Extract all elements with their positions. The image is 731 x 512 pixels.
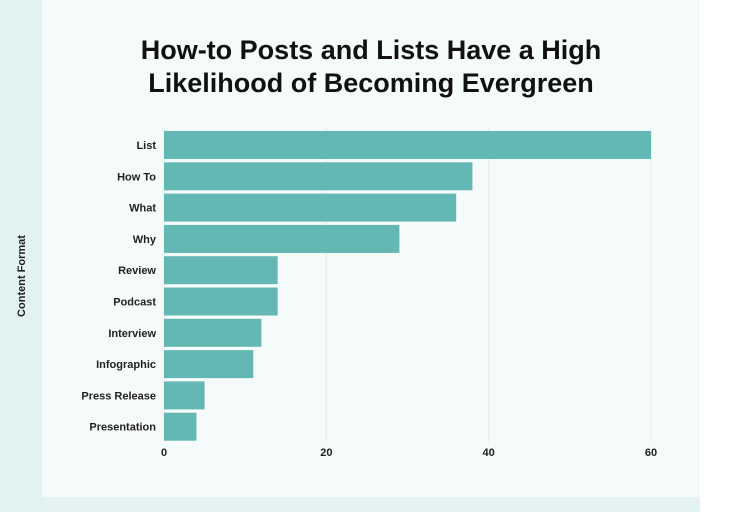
category-labels: List How To What Why Review Podcast Interview I… [81, 140, 156, 434]
bar-presentation [164, 412, 197, 441]
x-tick-label: 60 [645, 447, 657, 459]
bars [164, 131, 651, 441]
category-label: Why [133, 234, 157, 246]
category-label: Review [118, 265, 156, 277]
chart-title: How-to Posts and Lists Have a High Likel… [42, 34, 700, 100]
bar-list [164, 131, 651, 159]
bar-review [164, 256, 278, 285]
chart-title-line-1: How-to Posts and Lists Have a High [140, 35, 602, 65]
left-band [0, 0, 42, 512]
category-label: Podcast [113, 297, 156, 309]
x-tick-label: 40 [483, 447, 495, 459]
bar-what [164, 193, 457, 222]
category-label: List [136, 140, 156, 152]
panel-footer [42, 497, 700, 512]
x-tick-label: 0 [161, 447, 167, 459]
y-axis-label: Content Format [16, 235, 28, 317]
chart-panel [42, 0, 700, 512]
category-label: Press Release [81, 390, 156, 402]
category-label: How To [117, 171, 156, 183]
bar-infographic [164, 350, 254, 379]
category-label: Presentation [89, 422, 156, 434]
bar-interview [164, 318, 262, 347]
bar-how-to [164, 162, 473, 191]
x-tick-label: 20 [320, 447, 332, 459]
category-label: Infographic [96, 359, 156, 371]
category-label: Interview [108, 328, 156, 340]
bar-podcast [164, 287, 278, 316]
chart-title-line-2: Likelihood of Becoming Evergreen [148, 68, 594, 98]
bar-press-release [164, 381, 205, 410]
bar-why [164, 224, 400, 253]
category-label: What [129, 203, 156, 215]
x-tick-labels: 0 20 40 60 [161, 447, 657, 459]
